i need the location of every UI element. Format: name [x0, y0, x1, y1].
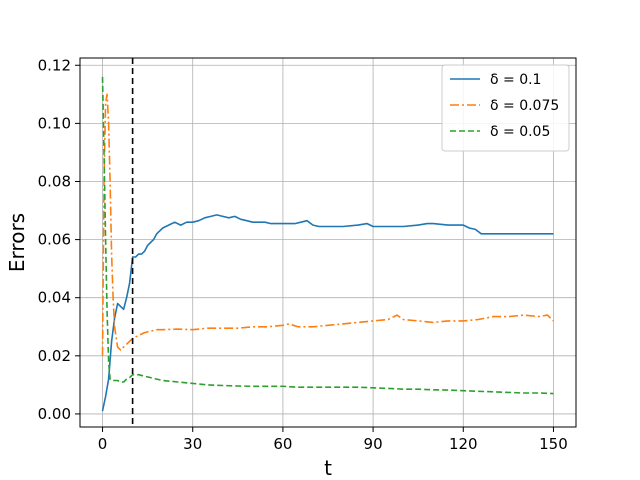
x-tick-label: 30	[183, 435, 202, 453]
y-tick-label: 0.00	[38, 405, 71, 423]
y-tick-label: 0.10	[38, 114, 71, 132]
x-tick-label: 120	[449, 435, 478, 453]
y-axis-label: Errors	[5, 213, 29, 272]
y-tick-label: 0.04	[38, 289, 71, 307]
grid	[80, 58, 576, 427]
legend-label: δ = 0.075	[490, 98, 559, 114]
x-tick-label: 60	[273, 435, 292, 453]
y-tick-label: 0.06	[38, 231, 71, 249]
y-tick-label: 0.02	[38, 347, 71, 365]
legend-label: δ = 0.1	[490, 72, 541, 88]
legend-box	[441, 64, 570, 152]
axis-ticks: 0 30 60 90 120 150 0.00 0.02 0.04 0.06 0.08 0.10 0.1…	[38, 56, 568, 453]
y-tick-label: 0.12	[38, 56, 71, 74]
x-tick-label: 150	[539, 435, 568, 453]
series-lines	[101, 76, 555, 412]
series-line	[101, 214, 554, 412]
plot-frame	[79, 57, 577, 428]
series-line	[101, 93, 555, 356]
y-tick-label: 0.08	[38, 172, 71, 190]
legend: δ = 0.1 δ = 0.075 δ = 0.05	[441, 64, 570, 152]
x-tick-label: 0	[98, 435, 108, 453]
x-tick-label: 90	[364, 435, 383, 453]
legend-label: δ = 0.05	[490, 124, 550, 140]
series-line	[101, 76, 554, 395]
x-axis-label: t	[324, 456, 332, 480]
